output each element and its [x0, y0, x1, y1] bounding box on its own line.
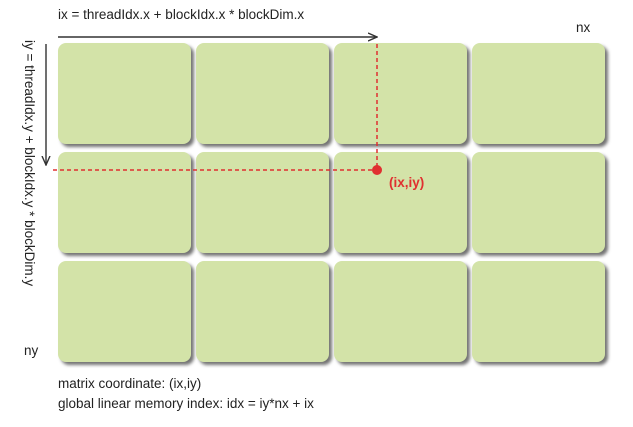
- grid-block: [334, 261, 467, 362]
- point-label: (ix,iy): [389, 175, 425, 190]
- x-index-formula: ix = threadIdx.x + blockIdx.x * blockDim…: [58, 7, 305, 22]
- grid-block: [58, 261, 191, 362]
- ny-label: ny: [24, 343, 39, 358]
- grid-block: [58, 152, 191, 253]
- grid-block: [196, 261, 329, 362]
- grid-block: [334, 152, 467, 253]
- grid-block: [472, 261, 605, 362]
- grid-block: [196, 152, 329, 253]
- linear-index-text: global linear memory index: idx = iy*nx …: [58, 396, 314, 411]
- grid-block: [472, 43, 605, 144]
- grid-block: [334, 43, 467, 144]
- grid-block: [58, 43, 191, 144]
- thread-point-marker: [372, 165, 382, 175]
- y-index-formula: iy = threadIdx.y + blockIdx.y * blockDim…: [22, 40, 37, 287]
- grid-block: [472, 152, 605, 253]
- grid-block: [196, 43, 329, 144]
- nx-label: nx: [576, 20, 591, 35]
- matrix-coordinate-text: matrix coordinate: (ix,iy): [58, 376, 202, 391]
